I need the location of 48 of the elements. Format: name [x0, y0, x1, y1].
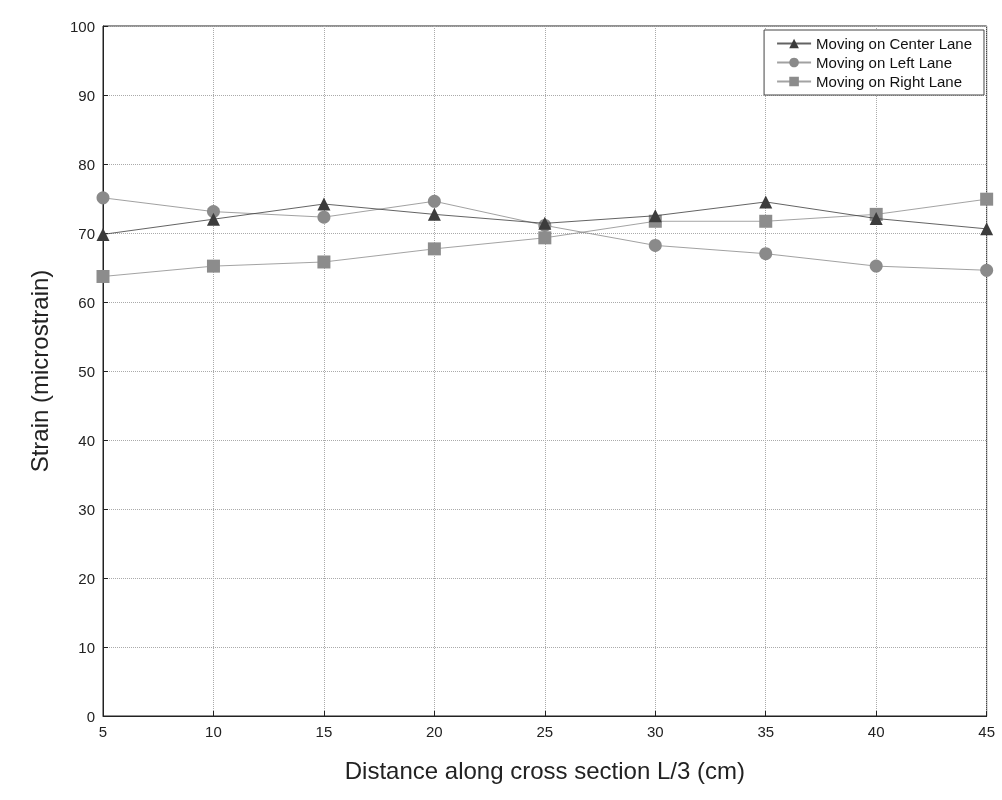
- x-tick-label: 25: [536, 723, 554, 740]
- point: [96, 191, 110, 205]
- point: [317, 210, 331, 224]
- x-tick-label: 5: [98, 723, 108, 740]
- y-tick-label: 90: [78, 86, 95, 104]
- point: [980, 222, 994, 236]
- x-tick-label: 45: [978, 723, 995, 740]
- legend-label: Moving on Left Lane: [816, 54, 952, 71]
- point: [96, 227, 110, 241]
- y-tick-label: 0: [86, 707, 95, 725]
- y-tick-label: 100: [69, 17, 95, 35]
- point: [759, 214, 773, 228]
- x-axis-title: Distance along cross section L/3 (cm): [344, 756, 745, 784]
- x-tick-label: 10: [205, 723, 222, 740]
- point: [980, 263, 994, 277]
- y-tick-label: 60: [78, 293, 95, 311]
- x-tick-label: 40: [867, 723, 885, 740]
- legend-label: Moving on Center Lane: [816, 35, 972, 52]
- legend-label: Moving on Right Lane: [816, 73, 962, 90]
- point: [759, 195, 773, 209]
- y-tick-label: 10: [78, 638, 95, 656]
- point: [869, 212, 883, 226]
- point: [427, 242, 441, 256]
- point: [317, 197, 331, 211]
- x-tick-label: 15: [315, 723, 333, 740]
- y-tick-label: 30: [78, 500, 95, 518]
- y-tick-label: 20: [78, 569, 95, 587]
- point: [427, 207, 441, 221]
- point: [869, 259, 883, 273]
- point: [538, 231, 552, 245]
- point: [648, 209, 662, 223]
- x-tick-label: 35: [757, 723, 775, 740]
- point: [427, 194, 441, 208]
- point: [206, 259, 220, 273]
- x-tick-label: 20: [426, 723, 443, 740]
- x-tick-label: 30: [646, 723, 664, 740]
- point: [648, 238, 662, 252]
- y-tick-label: 70: [78, 224, 95, 242]
- y-axis-title: Strain (microstrain): [25, 269, 53, 473]
- point: [206, 205, 220, 219]
- point: [317, 255, 331, 269]
- point: [980, 192, 994, 206]
- y-tick-label: 80: [78, 155, 95, 173]
- point: [96, 269, 110, 283]
- y-tick-label: 40: [78, 431, 95, 449]
- y-tick-label: 50: [78, 362, 95, 380]
- point: [759, 247, 773, 261]
- point: [206, 212, 220, 226]
